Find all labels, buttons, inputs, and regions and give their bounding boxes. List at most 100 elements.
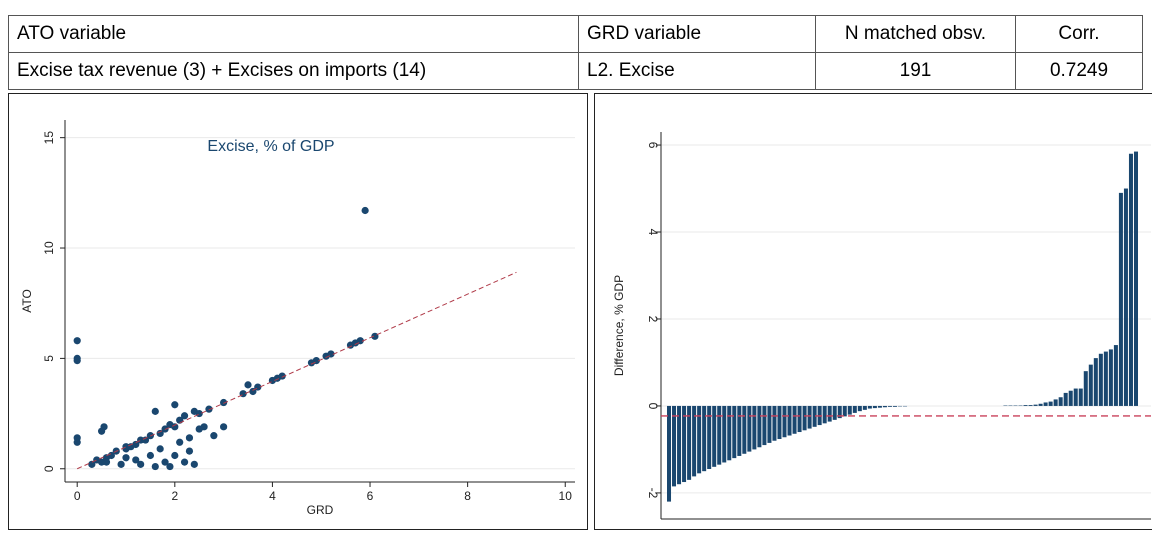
point — [166, 463, 173, 470]
bar — [687, 406, 691, 480]
fit-line — [77, 272, 516, 468]
bar — [757, 406, 761, 447]
point — [74, 439, 81, 446]
bar — [803, 406, 807, 430]
y-tick-label: 6 — [646, 142, 660, 149]
bar — [1024, 405, 1028, 406]
header-cell: Corr. — [1016, 16, 1143, 53]
bar — [878, 406, 882, 408]
header-cell: GRD variable — [579, 16, 816, 53]
bar — [752, 406, 756, 449]
x-tick-label: 2 — [171, 489, 178, 503]
bar — [1109, 349, 1113, 406]
bar — [667, 406, 671, 502]
bar — [712, 406, 716, 467]
bar-panel: -2 0 2 4 6 Difference, % GDP — [594, 93, 1152, 530]
y-axis-label: Difference, % GDP — [612, 275, 626, 376]
point — [186, 434, 193, 441]
bar — [893, 406, 897, 407]
bar — [798, 406, 802, 432]
bar — [888, 406, 892, 407]
point — [74, 357, 81, 364]
point — [181, 412, 188, 419]
bar — [772, 406, 776, 441]
data-row: Excise tax revenue (3) + Excises on impo… — [9, 53, 1143, 90]
bar — [1114, 345, 1118, 406]
bar — [883, 406, 887, 407]
bar — [782, 406, 786, 437]
bar — [823, 406, 827, 423]
header-cell: ATO variable — [9, 16, 579, 53]
point — [171, 423, 178, 430]
bar — [672, 406, 676, 486]
bar — [868, 406, 872, 409]
bar — [677, 406, 681, 484]
header-row: ATO variable GRD variable N matched obsv… — [9, 16, 1143, 53]
x-tick-label: 8 — [464, 489, 471, 503]
cell: Excise tax revenue (3) + Excises on impo… — [9, 53, 579, 90]
bar — [873, 406, 877, 408]
bar — [1029, 405, 1033, 406]
bar — [717, 406, 721, 465]
x-axis-label: GRD — [307, 503, 334, 517]
y-tick-label: -2 — [646, 488, 660, 499]
bar — [732, 406, 736, 458]
x-tick-label: 0 — [74, 489, 81, 503]
bar — [808, 406, 812, 429]
bar — [1124, 189, 1128, 406]
point — [176, 439, 183, 446]
bar — [747, 406, 751, 452]
bar — [727, 406, 731, 460]
summary-table: ATO variable GRD variable N matched obsv… — [8, 15, 1143, 90]
point — [122, 443, 129, 450]
bar — [1079, 389, 1083, 406]
bar — [828, 406, 832, 422]
bar — [843, 406, 847, 416]
x-tick-label: 6 — [367, 489, 374, 503]
point — [186, 447, 193, 454]
point — [137, 436, 144, 443]
point — [210, 432, 217, 439]
bar — [1059, 397, 1063, 406]
bar — [722, 406, 726, 463]
bar — [1054, 399, 1058, 406]
bar — [1044, 402, 1048, 405]
bar-chart: -2 0 2 4 6 Difference, % GDP — [595, 94, 1151, 528]
y-tick-label: 0 — [42, 465, 56, 472]
bar — [1119, 193, 1123, 406]
point — [157, 445, 164, 452]
point — [171, 452, 178, 459]
bar — [1104, 352, 1108, 406]
y-tick-label: 0 — [646, 403, 660, 410]
point — [137, 461, 144, 468]
bar — [1049, 402, 1053, 406]
x-tick-label: 4 — [269, 489, 276, 503]
bar — [788, 406, 792, 436]
bar — [682, 406, 686, 482]
y-tick-label: 2 — [646, 316, 660, 323]
point — [118, 461, 125, 468]
bar — [1084, 371, 1088, 406]
x-tick-label: 10 — [559, 489, 573, 503]
chart-title: Excise, % of GDP — [207, 138, 334, 155]
bar — [1034, 405, 1038, 406]
bar — [863, 406, 867, 410]
cell: L2. Excise — [579, 53, 816, 90]
bar — [1039, 404, 1043, 406]
y-axis-label: ATO — [20, 289, 34, 313]
bar — [767, 406, 771, 443]
cell: 191 — [816, 53, 1016, 90]
point — [74, 337, 81, 344]
point — [152, 408, 159, 415]
point — [191, 461, 198, 468]
bar — [1129, 154, 1133, 406]
y-tick-label: 10 — [42, 241, 56, 255]
bar — [853, 406, 857, 413]
y-tick-label: 5 — [42, 355, 56, 362]
y-tick-label: 4 — [646, 229, 660, 236]
bar — [777, 406, 781, 439]
point — [103, 459, 110, 466]
